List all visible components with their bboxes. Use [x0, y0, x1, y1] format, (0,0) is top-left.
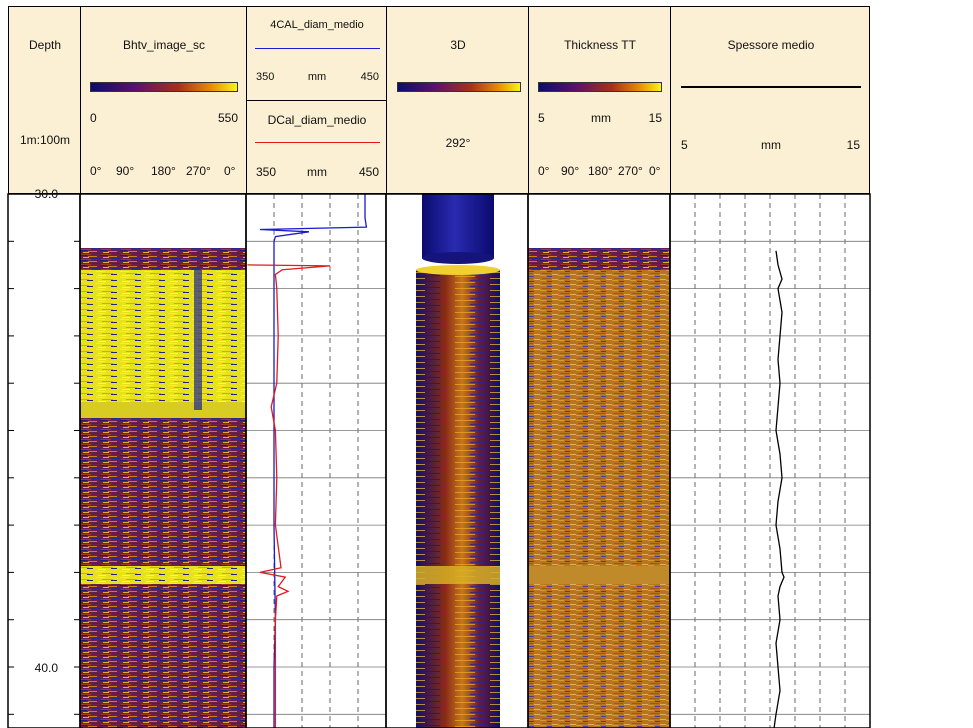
3d-cylinder-top: [416, 265, 500, 275]
thickness-az-360: 0°: [649, 164, 661, 178]
bhtv-az-0: 0°: [90, 164, 102, 178]
spessore-min: 5: [681, 138, 688, 152]
thickness-max: 15: [648, 111, 662, 125]
depth-header: Depth 1m:100m: [8, 6, 81, 194]
3d-title: 3D: [450, 38, 466, 52]
dcal-header: DCal_diam_medio 350 mm 450: [246, 100, 387, 194]
thickness-image-lower: [528, 584, 670, 728]
3d-casing-cylinder: [422, 194, 494, 258]
3d-casing-bottom: [422, 252, 494, 264]
spessore-curve: [773, 250, 785, 728]
spessore-header: Spessore medio 5 mm 15: [670, 6, 870, 194]
depth-scale: 1m:100m: [19, 133, 71, 147]
bhtv-image-band-top: [80, 248, 246, 270]
thickness-unit: mm: [591, 111, 611, 125]
bhtv-image-bottom: [80, 584, 246, 728]
bhtv-az-90: 90°: [116, 164, 135, 178]
thickness-header: Thickness TT 5 mm 15 0° 90° 180° 270° 0°: [528, 6, 671, 194]
4cal-min: 350: [256, 71, 275, 83]
thickness-title: Thickness TT: [564, 38, 636, 52]
dcal-max: 450: [358, 165, 379, 179]
bhtv-header: Bhtv_image_sc 0 550 0° 90° 180° 270° 0°: [80, 6, 247, 194]
spessore-legend-line: [681, 86, 861, 88]
bhtv-az-360: 0°: [224, 164, 236, 178]
dcal-legend-line: [255, 142, 380, 143]
track-border: [669, 193, 871, 728]
track-border: [245, 193, 387, 728]
depth-title: Depth: [28, 38, 62, 52]
3d-angle: 292°: [445, 136, 471, 150]
thickness-az-90: 90°: [561, 164, 580, 178]
dcal-title: DCal_diam_medio: [267, 113, 367, 127]
thickness-min: 5: [538, 111, 545, 125]
spessore-title: Spessore medio: [727, 38, 815, 52]
bhtv-az-270: 270°: [186, 164, 211, 178]
4cal-legend-line: [255, 48, 380, 49]
4cal-curve: [259, 194, 368, 728]
track-border: [7, 193, 81, 728]
bhtv-image-feature: [194, 270, 202, 410]
4cal-header: 4CAL_diam_medio 350 mm 450: [246, 6, 387, 102]
3d-cylinder-texture: [416, 270, 500, 728]
bhtv-az-180: 180°: [151, 164, 176, 178]
bhtv-min: 0: [90, 111, 97, 125]
3d-cylinder-joint: [416, 566, 500, 584]
bhtv-image-transition: [80, 402, 246, 418]
thickness-az-0: 0°: [538, 164, 550, 178]
thickness-az-270: 270°: [618, 164, 643, 178]
spessore-unit: mm: [761, 138, 781, 152]
bhtv-max: 550: [217, 111, 238, 125]
thickness-image-upper: [528, 270, 670, 566]
4cal-unit: mm: [307, 71, 327, 83]
thickness-image-joint: [528, 566, 670, 584]
bhtv-title: Bhtv_image_sc: [122, 38, 206, 52]
dcal-curve: [247, 264, 331, 728]
dcal-min: 350: [256, 165, 277, 179]
thickness-az-180: 180°: [588, 164, 613, 178]
bhtv-image-joint: [80, 566, 246, 584]
depth-label-30: 30.0: [34, 187, 58, 201]
4cal-title: 4CAL_diam_medio: [270, 19, 364, 31]
thickness-image-band-top: [528, 248, 670, 270]
spessore-max: 15: [846, 138, 860, 152]
thickness-color-scale: [538, 82, 662, 92]
depth-label-40: 40.0: [34, 661, 58, 675]
3d-color-scale: [397, 82, 521, 92]
dcal-unit: mm: [307, 165, 327, 179]
bhtv-image-yellow-zone: [80, 270, 246, 402]
bhtv-color-scale: [90, 82, 238, 92]
bhtv-image-middle: [80, 418, 246, 566]
4cal-max: 450: [360, 71, 379, 83]
3d-header: 3D 292°: [386, 6, 529, 194]
